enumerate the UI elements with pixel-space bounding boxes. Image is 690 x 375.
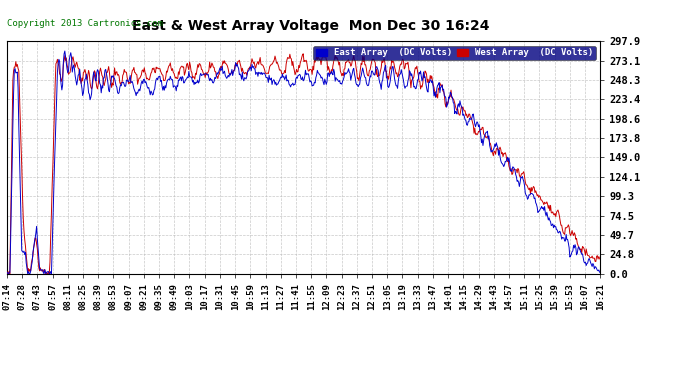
Text: Copyright 2013 Cartronics.com: Copyright 2013 Cartronics.com [7,19,163,28]
Legend: East Array  (DC Volts), West Array  (DC Volts): East Array (DC Volts), West Array (DC Vo… [313,46,595,60]
Text: East & West Array Voltage  Mon Dec 30 16:24: East & West Array Voltage Mon Dec 30 16:… [132,19,489,33]
